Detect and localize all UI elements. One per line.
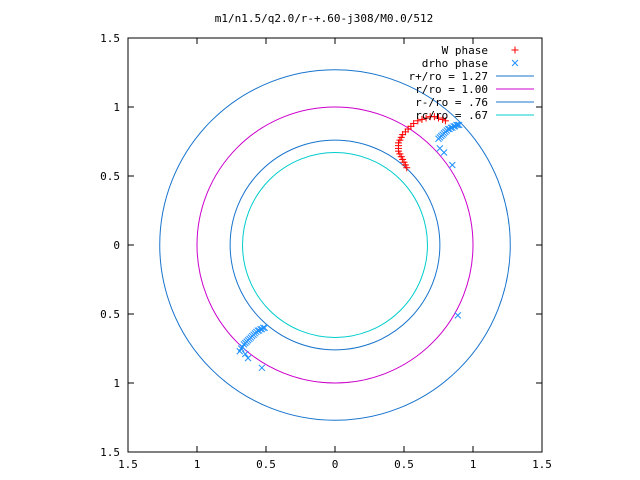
y-tick-label: 1.5	[100, 32, 120, 45]
x-mark-b	[259, 324, 267, 332]
drho-phase-point	[261, 324, 268, 332]
y-tick-label: 1.5	[100, 446, 120, 459]
drho-phase-point	[448, 161, 456, 169]
y-tick-label: 1	[113, 377, 120, 390]
y-tick-label: 0.5	[100, 308, 120, 321]
y-tick-label: 1	[113, 101, 120, 114]
chart-title: m1/n1.5/q2.0/r-+.60-j308/M0.0/512	[215, 12, 434, 25]
axes-layer: 1.5 1 0.5 0 0.5 1 1.51.510.500.511.5	[100, 32, 552, 471]
x-tick-label: 0	[332, 458, 339, 471]
legend-label: r+/ro = 1.27	[409, 70, 488, 83]
w-phase-point	[414, 117, 422, 125]
x-tick-label: 0.5	[394, 458, 414, 471]
legend-label: r/ro = 1.00	[415, 83, 488, 96]
legend-label: drho phase	[422, 57, 488, 70]
legend-label: r-/ro = .76	[415, 96, 488, 109]
drho-phase-point	[453, 121, 460, 129]
drho-phase-point	[241, 350, 249, 358]
x-mark-b	[258, 364, 266, 372]
drho-phase-point	[258, 364, 266, 372]
drho-phase-point	[454, 312, 462, 319]
circle-r1_27	[159, 69, 511, 421]
x-mark-b	[244, 354, 252, 362]
x-mark-b	[261, 324, 268, 332]
x-tick-label: 0.5	[256, 458, 276, 471]
x-tick-label: 1.5	[532, 458, 552, 471]
legend-plus-sample	[511, 46, 519, 54]
w-phase-point	[418, 115, 426, 123]
x-tick-label: 1	[194, 458, 201, 471]
x-mark-b	[448, 161, 456, 169]
legend-x-sample	[511, 59, 519, 67]
x-mark-b	[511, 59, 519, 67]
legend-label: rc/ro = .67	[415, 109, 488, 122]
circle-r0_67	[242, 152, 428, 338]
circle-r1	[196, 106, 474, 384]
x-mark-b	[453, 121, 460, 129]
circle-r0_76	[229, 139, 441, 351]
legend-label: W phase	[442, 44, 488, 57]
w-phase-point	[422, 114, 430, 122]
w-phase-point	[430, 113, 438, 121]
plot-area	[159, 69, 511, 421]
x-mark-b	[241, 350, 249, 358]
w-phase-point	[435, 114, 442, 122]
x-mark-b	[436, 145, 444, 152]
x-mark-b	[455, 121, 463, 129]
w-phase-point	[441, 117, 449, 125]
drho-phase-point	[454, 121, 462, 129]
x-mark-b	[454, 121, 462, 129]
drho-phase-point	[259, 324, 267, 332]
x-tick-label: 1	[470, 458, 477, 471]
drho-phase-point	[440, 149, 448, 156]
x-tick-label: 1.5	[118, 458, 138, 471]
x-mark-b	[440, 149, 448, 156]
y-tick-label: 0.5	[100, 170, 120, 183]
w-phase-point	[410, 120, 418, 128]
x-mark-b	[454, 312, 462, 319]
y-tick-label: 0	[113, 239, 120, 252]
drho-phase-point	[455, 121, 463, 129]
drho-phase-point	[244, 354, 252, 362]
